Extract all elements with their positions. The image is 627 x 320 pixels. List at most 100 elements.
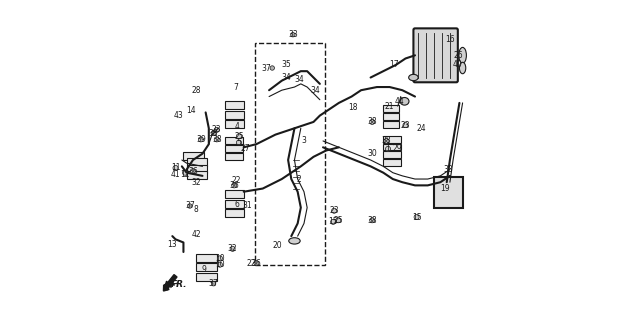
- Ellipse shape: [400, 98, 409, 105]
- Text: 23: 23: [401, 121, 410, 130]
- Bar: [224, 190, 244, 198]
- Bar: [224, 153, 243, 160]
- Ellipse shape: [370, 218, 375, 223]
- Text: 43: 43: [174, 111, 184, 120]
- Text: 38: 38: [209, 129, 218, 138]
- Ellipse shape: [254, 260, 259, 266]
- Text: 15: 15: [329, 217, 338, 226]
- Ellipse shape: [386, 146, 391, 151]
- Text: 6: 6: [234, 200, 239, 209]
- Ellipse shape: [291, 32, 295, 37]
- Text: 24: 24: [416, 124, 426, 133]
- Text: 15: 15: [412, 212, 421, 222]
- Text: 37: 37: [261, 63, 271, 73]
- Text: 9: 9: [202, 265, 206, 274]
- Text: 41: 41: [171, 170, 181, 179]
- Text: 33: 33: [443, 165, 453, 174]
- Text: 32: 32: [191, 178, 201, 187]
- Text: 22: 22: [247, 259, 256, 268]
- Text: 5: 5: [236, 138, 241, 147]
- Text: 23: 23: [212, 125, 221, 134]
- Text: 26: 26: [453, 51, 463, 60]
- Bar: [196, 263, 217, 271]
- Text: 36: 36: [229, 181, 239, 190]
- Bar: [196, 253, 217, 261]
- Ellipse shape: [211, 131, 216, 136]
- Text: 7: 7: [233, 83, 238, 92]
- Ellipse shape: [230, 246, 235, 252]
- Text: 14: 14: [187, 106, 196, 115]
- Ellipse shape: [173, 165, 178, 171]
- Ellipse shape: [460, 62, 466, 74]
- Bar: [383, 151, 401, 158]
- Text: 4: 4: [234, 122, 239, 131]
- Text: 39: 39: [196, 135, 206, 144]
- Text: 2: 2: [297, 174, 302, 184]
- Ellipse shape: [211, 282, 216, 286]
- Ellipse shape: [182, 170, 187, 175]
- Ellipse shape: [459, 47, 466, 63]
- Ellipse shape: [191, 169, 196, 174]
- Ellipse shape: [403, 123, 408, 128]
- Text: 40: 40: [453, 60, 463, 69]
- Text: 18: 18: [349, 103, 358, 112]
- Text: 44: 44: [394, 97, 404, 106]
- Text: 35: 35: [282, 60, 292, 69]
- Text: 34: 34: [310, 86, 320, 95]
- Text: 34: 34: [282, 73, 292, 82]
- FancyBboxPatch shape: [413, 28, 458, 82]
- FancyArrow shape: [164, 275, 177, 291]
- Bar: [187, 165, 208, 173]
- Ellipse shape: [289, 238, 300, 244]
- Text: 36: 36: [251, 259, 261, 268]
- Bar: [434, 178, 463, 208]
- Text: 29: 29: [393, 144, 403, 153]
- Text: 30: 30: [367, 149, 377, 158]
- Bar: [224, 200, 244, 208]
- Ellipse shape: [409, 74, 418, 81]
- Text: 21: 21: [385, 101, 394, 111]
- Text: 34: 34: [294, 75, 304, 84]
- Text: 23: 23: [329, 206, 339, 215]
- Text: 38: 38: [382, 136, 391, 146]
- Bar: [383, 159, 401, 166]
- Bar: [224, 137, 243, 144]
- Bar: [383, 143, 401, 150]
- Text: 16: 16: [445, 35, 455, 44]
- Bar: [224, 101, 244, 109]
- Ellipse shape: [214, 137, 219, 142]
- Ellipse shape: [214, 127, 219, 132]
- Text: 10: 10: [215, 260, 224, 269]
- Text: 8: 8: [194, 205, 199, 214]
- Text: FR.: FR.: [162, 276, 180, 292]
- Bar: [196, 273, 217, 281]
- Ellipse shape: [231, 183, 237, 188]
- Ellipse shape: [236, 140, 241, 145]
- Text: 28: 28: [191, 86, 201, 95]
- Bar: [224, 111, 244, 119]
- Text: 31: 31: [242, 202, 251, 211]
- Text: 20: 20: [272, 241, 282, 250]
- Text: 38: 38: [367, 117, 377, 126]
- Ellipse shape: [270, 66, 275, 70]
- Ellipse shape: [236, 134, 241, 139]
- Ellipse shape: [198, 137, 203, 142]
- Bar: [224, 209, 244, 217]
- Text: FR.: FR.: [171, 280, 187, 289]
- Text: 37: 37: [185, 202, 194, 211]
- Ellipse shape: [384, 139, 389, 143]
- Ellipse shape: [330, 219, 335, 224]
- Text: 22: 22: [231, 176, 241, 185]
- Ellipse shape: [335, 218, 341, 223]
- Bar: [383, 105, 399, 112]
- Ellipse shape: [218, 256, 223, 261]
- Bar: [383, 121, 399, 128]
- Text: 33: 33: [288, 30, 298, 39]
- Ellipse shape: [370, 119, 375, 124]
- Ellipse shape: [332, 208, 337, 213]
- Text: 1: 1: [386, 144, 391, 153]
- Bar: [224, 120, 244, 128]
- Text: 19: 19: [440, 184, 450, 193]
- Text: 17: 17: [389, 60, 399, 69]
- Bar: [383, 113, 399, 120]
